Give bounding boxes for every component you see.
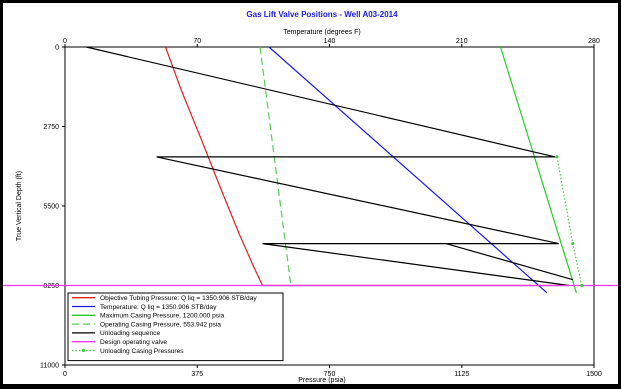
legend-label: Maximum Casing Pressure, 1200.000 psia bbox=[100, 313, 225, 320]
series-unloading_casing bbox=[557, 157, 582, 286]
x-tick-label: 375 bbox=[191, 371, 203, 378]
y-tick-label: 0 bbox=[55, 45, 59, 52]
series-unloading-segment bbox=[446, 244, 573, 280]
x-tick-label: 0 bbox=[63, 371, 67, 378]
top-tick-label: 70 bbox=[193, 38, 201, 45]
series-tubing bbox=[166, 47, 263, 286]
legend-label: Objective Tubing Pressure: Q liq = 1350.… bbox=[100, 295, 257, 302]
y-tick-label: 5500 bbox=[43, 204, 59, 211]
chart-frame: Gas Lift Valve Positions - Well A03-2014… bbox=[3, 3, 618, 384]
legend-label: Operating Casing Pressure, 553.942 psia bbox=[100, 321, 221, 328]
series-unloading_casing-point bbox=[555, 155, 558, 158]
y-tick-label: 8250 bbox=[43, 283, 59, 290]
top-axis-label: Temperature (degrees F) bbox=[283, 29, 360, 36]
y-tick-label: 11000 bbox=[40, 363, 59, 370]
series-unloading_casing-point bbox=[580, 284, 583, 287]
legend-label: Unloading sequence bbox=[100, 330, 160, 337]
x-axis-label: Pressure (psia) bbox=[298, 377, 345, 384]
y-tick-label: 2750 bbox=[43, 124, 59, 131]
legend-label: Unloading Casing Pressures bbox=[100, 348, 184, 355]
series-unloading_casing-point bbox=[571, 242, 574, 245]
legend-marker-unloading_casing bbox=[82, 349, 85, 352]
series-unloading bbox=[86, 47, 569, 286]
top-tick-label: 280 bbox=[588, 38, 600, 45]
top-tick-label: 0 bbox=[63, 38, 67, 45]
top-tick-label: 210 bbox=[456, 38, 468, 45]
chart-title: Gas Lift Valve Positions - Well A03-2014 bbox=[246, 10, 398, 19]
x-tick-label: 1500 bbox=[586, 371, 602, 378]
x-tick-label: 1125 bbox=[454, 371, 469, 378]
x-tick-label: 750 bbox=[324, 371, 336, 378]
series-max_casing bbox=[501, 47, 577, 293]
legend: Objective Tubing Pressure: Q liq = 1350.… bbox=[68, 293, 283, 361]
y-axis-label: True Vertical Depth (ft) bbox=[16, 171, 23, 241]
series-operating_casing bbox=[260, 47, 291, 284]
gas-lift-chart: Gas Lift Valve Positions - Well A03-2014… bbox=[3, 3, 618, 384]
top-tick-label: 140 bbox=[324, 38, 336, 45]
legend-label: Design operating valve bbox=[100, 339, 167, 346]
legend-label: Temperature: Q liq = 1350.906 STB/day bbox=[100, 304, 217, 311]
series-temperature bbox=[269, 47, 547, 293]
